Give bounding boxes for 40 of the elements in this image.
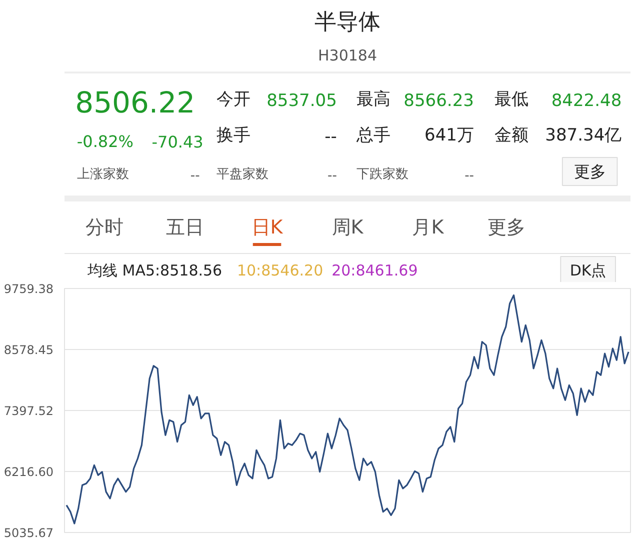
text: 分时 [85,216,124,238]
text: 8537.05 [266,91,337,111]
text: 8422.48 [551,91,622,111]
text: 最高 [356,90,390,110]
chart-title: 半导体 [314,10,380,35]
text: 8566.23 [404,91,474,111]
y-tick-label: 6216.60 [4,465,54,479]
text: -0.82% [76,132,134,151]
text: 上涨家数 [76,166,129,182]
text: 最低 [494,90,528,110]
text: 20:8461.69 [332,262,418,280]
y-tick-label: 9759.38 [4,282,54,296]
text: 641万 [424,126,474,146]
text: 下跌家数 [356,166,408,182]
text: 今开 [216,90,251,110]
text: 换手 [216,126,251,146]
text: 金额 [494,126,528,146]
text: 五日 [166,216,204,238]
text: 月K [412,216,444,238]
text: 10:8546.20 [236,262,324,280]
text: -70.43 [152,132,204,152]
y-tick-label: 5035.67 [4,526,54,538]
y-tick-label: 7397.52 [4,404,54,418]
text: 平盘家数 [216,166,269,182]
text: DK点 [570,262,606,280]
y-tick-label: 8578.45 [4,343,54,357]
text: 总手 [355,126,390,146]
text: -- [464,168,474,184]
text: 均线 MA5:8518.56 [86,262,222,280]
text: 周K [332,216,364,238]
text: 8506.22 [75,86,196,120]
line-series [66,294,630,524]
text: 日K [251,216,284,238]
text: -- [324,127,337,147]
text: -- [328,168,338,184]
text: -- [190,168,200,184]
chart-subtitle: H30184 [318,46,377,64]
text: 387.34亿 [545,126,622,146]
text: 更多 [574,162,606,181]
text: 更多 [488,216,526,238]
